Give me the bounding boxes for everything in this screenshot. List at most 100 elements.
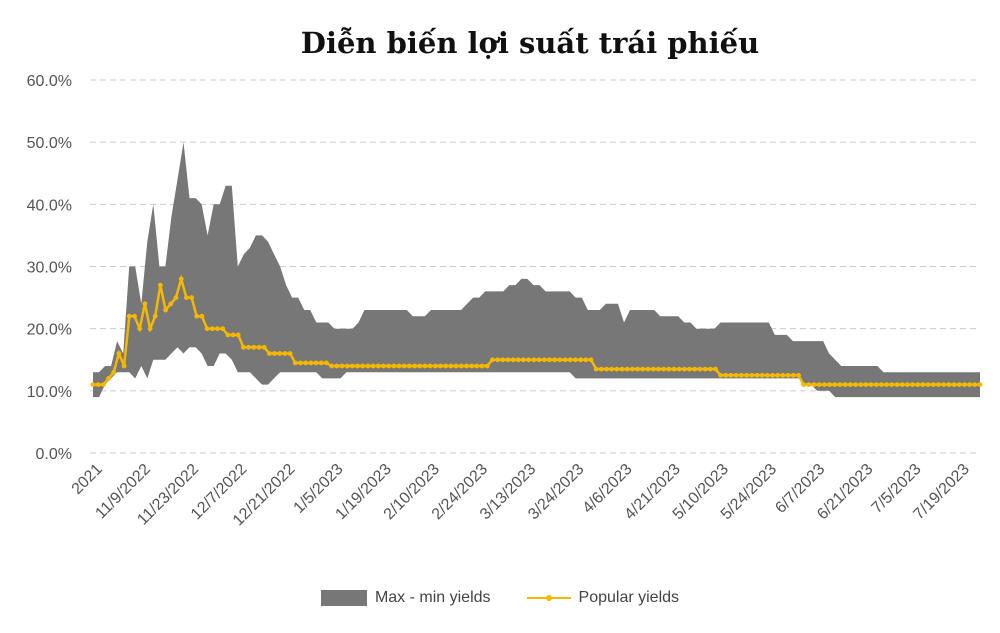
popular-yield-point bbox=[495, 357, 500, 363]
legend-item-line: Popular yields bbox=[526, 589, 679, 607]
popular-yield-point bbox=[329, 363, 334, 369]
popular-yield-point bbox=[822, 382, 827, 387]
popular-yield-point bbox=[168, 301, 174, 307]
popular-yield-point bbox=[536, 357, 542, 363]
popular-yield-point bbox=[95, 382, 101, 387]
legend: Max - min yields Popular yields bbox=[0, 589, 1000, 607]
popular-yield-point bbox=[313, 360, 319, 366]
popular-yield-point bbox=[842, 382, 848, 387]
y-tick-label: 10.0% bbox=[27, 384, 72, 401]
popular-yield-point bbox=[526, 357, 532, 363]
popular-yield-point bbox=[126, 313, 132, 319]
popular-yield-point bbox=[936, 382, 941, 387]
line-swatch-icon bbox=[526, 592, 571, 604]
popular-yield-point bbox=[396, 363, 402, 369]
popular-yield-point bbox=[173, 295, 179, 300]
popular-yield-point bbox=[225, 332, 231, 338]
popular-yield-point bbox=[744, 372, 749, 378]
popular-yield-point bbox=[355, 363, 360, 369]
popular-yield-point bbox=[484, 363, 490, 369]
popular-yield-point bbox=[469, 363, 475, 369]
popular-yield-point bbox=[443, 363, 449, 369]
popular-yield-point bbox=[873, 382, 879, 387]
popular-yield-point bbox=[204, 326, 210, 332]
popular-yield-point bbox=[946, 382, 952, 387]
popular-yield-point bbox=[438, 363, 443, 369]
popular-yield-point bbox=[194, 313, 200, 319]
popular-yield-point bbox=[308, 360, 314, 366]
popular-yield-point bbox=[324, 360, 329, 366]
popular-yield-point bbox=[796, 372, 801, 378]
popular-yield-point bbox=[547, 357, 552, 363]
popular-yield-point bbox=[106, 376, 111, 381]
chart-title: Diễn biến lợi suất trái phiếu bbox=[300, 26, 760, 60]
popular-yield-point bbox=[132, 313, 137, 319]
popular-yield-point bbox=[749, 372, 755, 378]
popular-yield-point bbox=[567, 357, 573, 363]
popular-yield-point bbox=[370, 363, 376, 369]
popular-yield-point bbox=[899, 382, 905, 387]
popular-yield-point bbox=[464, 363, 469, 369]
band-layer bbox=[93, 142, 980, 398]
popular-yield-point bbox=[832, 382, 838, 387]
popular-yield-point bbox=[515, 357, 521, 363]
popular-yield-point bbox=[593, 366, 599, 372]
popular-yield-point bbox=[630, 366, 635, 372]
popular-yield-point bbox=[624, 366, 630, 372]
line-layer bbox=[90, 274, 983, 387]
popular-yield-point bbox=[490, 357, 495, 363]
popular-yield-point bbox=[967, 382, 972, 387]
popular-yield-point bbox=[220, 326, 226, 332]
popular-yield-point bbox=[951, 382, 957, 387]
legend-item-band: Max - min yields bbox=[320, 589, 491, 607]
popular-yield-point bbox=[474, 363, 480, 369]
popular-yield-point bbox=[552, 357, 558, 363]
popular-yield-point bbox=[775, 372, 781, 378]
popular-yield-point bbox=[858, 382, 864, 387]
popular-yield-point bbox=[386, 363, 392, 369]
popular-yield-point bbox=[687, 366, 692, 372]
popular-yield-point bbox=[837, 382, 843, 387]
popular-yield-point bbox=[427, 363, 433, 369]
popular-yield-point bbox=[158, 282, 163, 288]
popular-yield-point bbox=[215, 326, 220, 332]
x-tick-label: 2021 bbox=[69, 461, 106, 498]
popular-yield-point bbox=[718, 372, 723, 378]
popular-yield-point bbox=[184, 295, 189, 300]
popular-yield-point bbox=[707, 366, 713, 372]
popular-yield-point bbox=[816, 382, 822, 387]
popular-yield-point bbox=[521, 357, 526, 363]
popular-yield-point bbox=[754, 372, 760, 378]
popular-yield-point bbox=[116, 351, 122, 356]
popular-yield-point bbox=[298, 360, 303, 366]
popular-yield-point bbox=[868, 382, 874, 387]
popular-yield-point bbox=[272, 351, 277, 356]
popular-yield-point bbox=[578, 357, 583, 363]
popular-yield-point bbox=[90, 382, 96, 387]
popular-yield-point bbox=[500, 357, 506, 363]
popular-yield-point bbox=[681, 366, 687, 372]
popular-yield-point bbox=[163, 307, 169, 313]
popular-yield-point bbox=[702, 366, 708, 372]
popular-yield-point bbox=[230, 332, 236, 338]
popular-yield-point bbox=[433, 363, 438, 369]
popular-yield-point bbox=[733, 372, 739, 378]
popular-yield-point bbox=[853, 382, 858, 387]
popular-yield-point bbox=[339, 363, 345, 369]
popular-yield-point bbox=[619, 366, 625, 372]
popular-yield-point bbox=[510, 357, 516, 363]
popular-yield-point bbox=[407, 363, 412, 369]
popular-yield-point bbox=[189, 295, 195, 300]
popular-yield-point bbox=[417, 363, 423, 369]
popular-yield-point bbox=[209, 326, 215, 332]
popular-yield-point bbox=[962, 382, 967, 387]
y-tick-label: 50.0% bbox=[27, 135, 72, 152]
popular-yield-point bbox=[770, 372, 775, 378]
legend-label-band: Max - min yields bbox=[374, 589, 491, 606]
popular-yield-point bbox=[381, 363, 386, 369]
popular-yield-line bbox=[93, 274, 980, 386]
y-tick-label: 20.0% bbox=[27, 322, 72, 339]
popular-yield-point bbox=[318, 360, 324, 366]
popular-yield-point bbox=[977, 382, 983, 387]
popular-yield-point bbox=[412, 363, 417, 369]
